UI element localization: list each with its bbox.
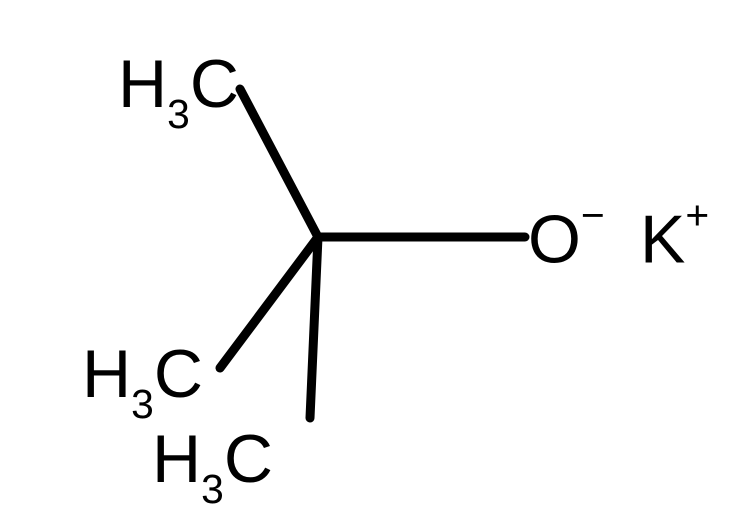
atom-label-CH3_bottom: H3C (152, 425, 273, 503)
bond (310, 237, 318, 418)
atom-label-CH3_top: H3C (118, 50, 239, 128)
atom-label-O_minus: O− (528, 205, 605, 274)
atom-label-K_plus: K+ (640, 205, 709, 274)
bond (240, 89, 318, 237)
atom-label-CH3_left: H3C (82, 340, 203, 418)
bond (220, 237, 318, 368)
chemical-structure-bonds (0, 0, 748, 511)
